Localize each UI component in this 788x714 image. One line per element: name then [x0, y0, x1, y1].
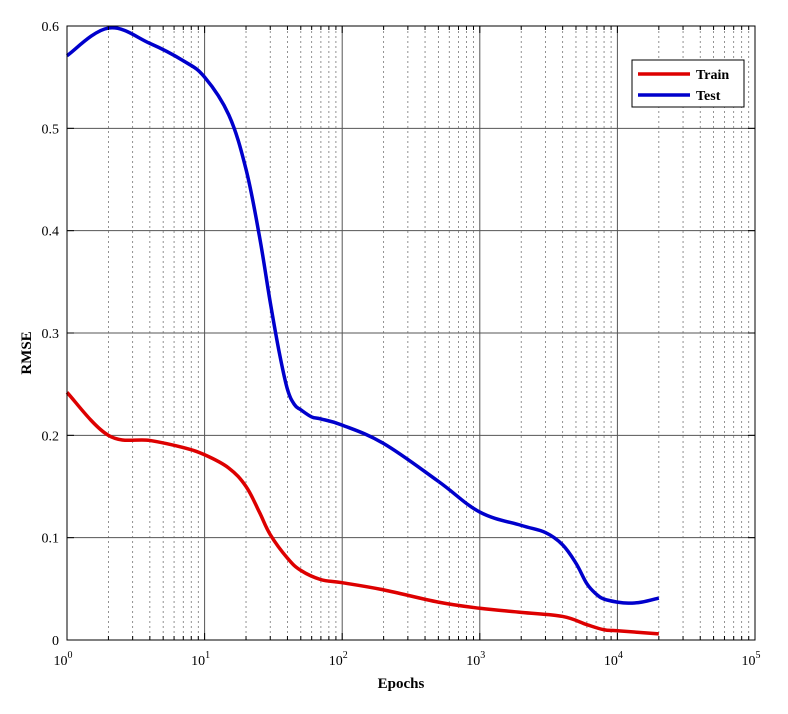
- y-tick-labels: 0 0.1 0.2 0.3 0.4 0.5 0.6: [42, 20, 60, 649]
- y-tick-label: 0.2: [42, 429, 60, 444]
- y-tick-label: 0: [52, 634, 59, 649]
- y-axis-label: RMSE: [19, 331, 35, 374]
- legend-label-train: Train: [696, 68, 729, 83]
- y-tick-label: 0.4: [42, 225, 60, 240]
- x-axis-label: Epochs: [378, 676, 425, 692]
- major-grid: [67, 26, 755, 640]
- y-tick-label: 0.6: [42, 20, 60, 35]
- x-tick-label: 103: [466, 650, 485, 669]
- y-tick-label: 0.1: [42, 532, 60, 547]
- series-line-train: [65, 391, 659, 636]
- legend: Train Test: [631, 59, 745, 108]
- tick-marks: [66, 25, 756, 641]
- x-tick-label: 104: [604, 650, 623, 669]
- x-tick-label: 102: [329, 650, 348, 669]
- x-tick-labels: 100 101 102 103 104 105: [54, 650, 761, 669]
- y-tick-label: 0.5: [42, 122, 60, 137]
- legend-box: [631, 59, 745, 108]
- x-tick-label: 100: [54, 650, 73, 669]
- legend-label-test: Test: [696, 89, 721, 104]
- x-tick-label: 105: [742, 650, 761, 669]
- series-layer: [65, 26, 660, 636]
- y-tick-label: 0.3: [42, 327, 60, 342]
- series-line-test: [65, 26, 660, 605]
- x-tick-label: 101: [191, 650, 210, 669]
